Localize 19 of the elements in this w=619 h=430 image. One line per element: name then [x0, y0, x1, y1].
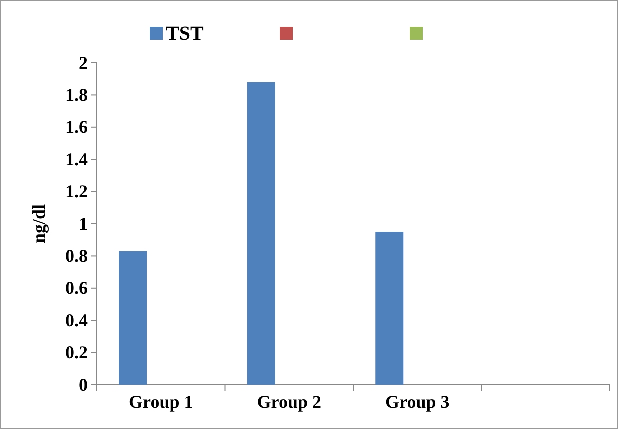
y-axis-title: ng/dl — [29, 204, 49, 244]
legend-label: TST — [166, 23, 204, 45]
x-tick-label: Group 3 — [386, 392, 450, 412]
x-tick-label: Group 2 — [257, 392, 322, 412]
x-tick-label: Group 1 — [129, 392, 194, 412]
y-tick-label: 0.2 — [66, 342, 88, 363]
bar — [376, 232, 404, 385]
bar — [119, 251, 148, 385]
y-tick-label: 2 — [79, 52, 88, 73]
y-tick-label: 0.4 — [66, 310, 88, 330]
y-tick-label: 1.4 — [66, 149, 88, 170]
bar — [247, 82, 276, 385]
y-tick-label: 1.8 — [66, 84, 88, 105]
y-tick-label: 0.6 — [66, 278, 88, 298]
y-tick-label: 1.2 — [66, 182, 88, 202]
y-tick-label: 0 — [79, 374, 88, 395]
y-tick-label: 1.6 — [66, 117, 88, 138]
y-tick-label: 1 — [79, 214, 88, 234]
y-tick-label: 0.8 — [66, 246, 88, 266]
